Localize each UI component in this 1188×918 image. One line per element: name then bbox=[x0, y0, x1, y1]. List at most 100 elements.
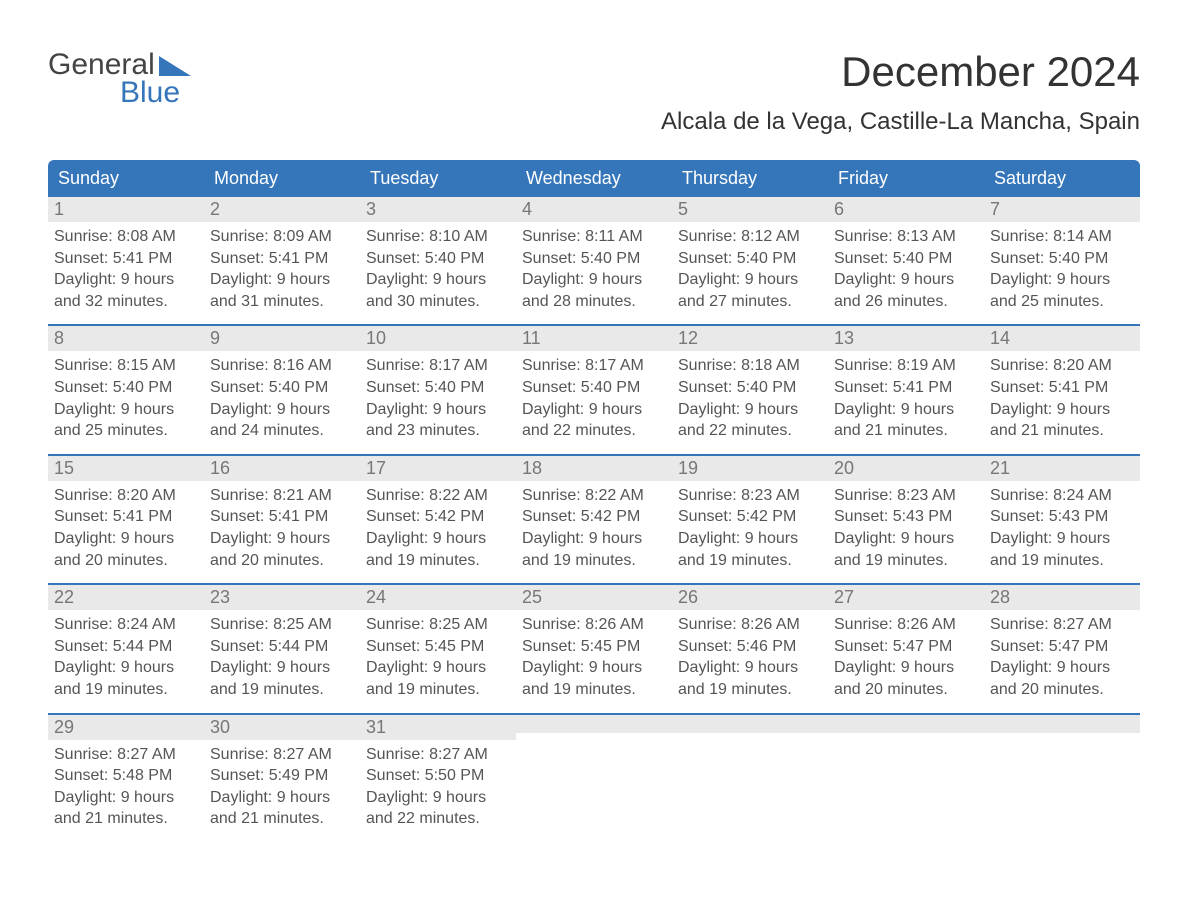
daylight-line: Daylight: 9 hours and 19 minutes. bbox=[366, 657, 510, 700]
sunrise-line: Sunrise: 8:20 AM bbox=[990, 355, 1134, 377]
day-body: Sunrise: 8:26 AMSunset: 5:45 PMDaylight:… bbox=[516, 610, 672, 712]
calendar-day-cell: 8Sunrise: 8:15 AMSunset: 5:40 PMDaylight… bbox=[48, 325, 204, 454]
sunset-line: Sunset: 5:40 PM bbox=[54, 377, 198, 399]
calendar-day-cell: 28Sunrise: 8:27 AMSunset: 5:47 PMDayligh… bbox=[984, 584, 1140, 713]
daylight-line: Daylight: 9 hours and 19 minutes. bbox=[210, 657, 354, 700]
daylight-line: Daylight: 9 hours and 21 minutes. bbox=[834, 399, 978, 442]
sunset-line: Sunset: 5:45 PM bbox=[366, 636, 510, 658]
calendar-week-row: 29Sunrise: 8:27 AMSunset: 5:48 PMDayligh… bbox=[48, 714, 1140, 842]
sunset-line: Sunset: 5:42 PM bbox=[678, 506, 822, 528]
sunrise-line: Sunrise: 8:10 AM bbox=[366, 226, 510, 248]
daylight-line: Daylight: 9 hours and 23 minutes. bbox=[366, 399, 510, 442]
day-number: 4 bbox=[516, 197, 672, 222]
day-number bbox=[516, 715, 672, 733]
logo-text-blue: Blue bbox=[120, 76, 180, 110]
day-number: 27 bbox=[828, 585, 984, 610]
sunset-line: Sunset: 5:40 PM bbox=[990, 248, 1134, 270]
page-title: December 2024 bbox=[661, 48, 1140, 96]
day-body: Sunrise: 8:17 AMSunset: 5:40 PMDaylight:… bbox=[516, 351, 672, 453]
day-body: Sunrise: 8:23 AMSunset: 5:42 PMDaylight:… bbox=[672, 481, 828, 583]
day-number: 12 bbox=[672, 326, 828, 351]
day-body: Sunrise: 8:11 AMSunset: 5:40 PMDaylight:… bbox=[516, 222, 672, 324]
sunset-line: Sunset: 5:40 PM bbox=[522, 377, 666, 399]
day-number: 25 bbox=[516, 585, 672, 610]
calendar-day-cell: 26Sunrise: 8:26 AMSunset: 5:46 PMDayligh… bbox=[672, 584, 828, 713]
day-body bbox=[828, 733, 984, 751]
day-body: Sunrise: 8:20 AMSunset: 5:41 PMDaylight:… bbox=[984, 351, 1140, 453]
day-number: 17 bbox=[360, 456, 516, 481]
daylight-line: Daylight: 9 hours and 25 minutes. bbox=[54, 399, 198, 442]
calendar-day-cell: 22Sunrise: 8:24 AMSunset: 5:44 PMDayligh… bbox=[48, 584, 204, 713]
sunset-line: Sunset: 5:40 PM bbox=[834, 248, 978, 270]
calendar-day-cell: 1Sunrise: 8:08 AMSunset: 5:41 PMDaylight… bbox=[48, 197, 204, 325]
daylight-line: Daylight: 9 hours and 32 minutes. bbox=[54, 269, 198, 312]
daylight-line: Daylight: 9 hours and 21 minutes. bbox=[210, 787, 354, 830]
weekday-header: Saturday bbox=[984, 160, 1140, 197]
day-body: Sunrise: 8:16 AMSunset: 5:40 PMDaylight:… bbox=[204, 351, 360, 453]
sunrise-line: Sunrise: 8:24 AM bbox=[990, 485, 1134, 507]
day-number: 23 bbox=[204, 585, 360, 610]
day-number bbox=[828, 715, 984, 733]
sunset-line: Sunset: 5:46 PM bbox=[678, 636, 822, 658]
day-number: 18 bbox=[516, 456, 672, 481]
weekday-header-row: Sunday Monday Tuesday Wednesday Thursday… bbox=[48, 160, 1140, 197]
sunset-line: Sunset: 5:47 PM bbox=[990, 636, 1134, 658]
day-body: Sunrise: 8:20 AMSunset: 5:41 PMDaylight:… bbox=[48, 481, 204, 583]
sunrise-line: Sunrise: 8:17 AM bbox=[366, 355, 510, 377]
sunset-line: Sunset: 5:47 PM bbox=[834, 636, 978, 658]
logo-triangle-icon bbox=[159, 56, 191, 76]
calendar-week-row: 22Sunrise: 8:24 AMSunset: 5:44 PMDayligh… bbox=[48, 584, 1140, 713]
sunrise-line: Sunrise: 8:27 AM bbox=[990, 614, 1134, 636]
page-header: General Blue December 2024 Alcala de la … bbox=[48, 48, 1140, 136]
sunset-line: Sunset: 5:40 PM bbox=[678, 377, 822, 399]
day-body: Sunrise: 8:22 AMSunset: 5:42 PMDaylight:… bbox=[516, 481, 672, 583]
day-body: Sunrise: 8:27 AMSunset: 5:48 PMDaylight:… bbox=[48, 740, 204, 842]
calendar-day-cell: 24Sunrise: 8:25 AMSunset: 5:45 PMDayligh… bbox=[360, 584, 516, 713]
sunset-line: Sunset: 5:44 PM bbox=[54, 636, 198, 658]
day-body: Sunrise: 8:25 AMSunset: 5:44 PMDaylight:… bbox=[204, 610, 360, 712]
day-number: 7 bbox=[984, 197, 1140, 222]
calendar-day-cell: 23Sunrise: 8:25 AMSunset: 5:44 PMDayligh… bbox=[204, 584, 360, 713]
sunset-line: Sunset: 5:42 PM bbox=[366, 506, 510, 528]
day-number: 31 bbox=[360, 715, 516, 740]
daylight-line: Daylight: 9 hours and 19 minutes. bbox=[834, 528, 978, 571]
calendar-day-cell: 7Sunrise: 8:14 AMSunset: 5:40 PMDaylight… bbox=[984, 197, 1140, 325]
sunrise-line: Sunrise: 8:22 AM bbox=[522, 485, 666, 507]
daylight-line: Daylight: 9 hours and 20 minutes. bbox=[210, 528, 354, 571]
weekday-header: Friday bbox=[828, 160, 984, 197]
daylight-line: Daylight: 9 hours and 31 minutes. bbox=[210, 269, 354, 312]
day-number: 10 bbox=[360, 326, 516, 351]
daylight-line: Daylight: 9 hours and 22 minutes. bbox=[366, 787, 510, 830]
calendar-day-cell: 25Sunrise: 8:26 AMSunset: 5:45 PMDayligh… bbox=[516, 584, 672, 713]
day-number bbox=[984, 715, 1140, 733]
day-number: 29 bbox=[48, 715, 204, 740]
sunset-line: Sunset: 5:48 PM bbox=[54, 765, 198, 787]
calendar-day-cell: 9Sunrise: 8:16 AMSunset: 5:40 PMDaylight… bbox=[204, 325, 360, 454]
calendar-day-cell bbox=[516, 714, 672, 842]
day-body: Sunrise: 8:26 AMSunset: 5:46 PMDaylight:… bbox=[672, 610, 828, 712]
daylight-line: Daylight: 9 hours and 30 minutes. bbox=[366, 269, 510, 312]
sunset-line: Sunset: 5:40 PM bbox=[366, 377, 510, 399]
sunrise-line: Sunrise: 8:23 AM bbox=[834, 485, 978, 507]
day-body: Sunrise: 8:24 AMSunset: 5:43 PMDaylight:… bbox=[984, 481, 1140, 583]
sunrise-line: Sunrise: 8:12 AM bbox=[678, 226, 822, 248]
sunrise-line: Sunrise: 8:17 AM bbox=[522, 355, 666, 377]
page-subtitle: Alcala de la Vega, Castille-La Mancha, S… bbox=[661, 108, 1140, 136]
sunrise-line: Sunrise: 8:18 AM bbox=[678, 355, 822, 377]
sunset-line: Sunset: 5:41 PM bbox=[834, 377, 978, 399]
day-number: 16 bbox=[204, 456, 360, 481]
calendar-day-cell bbox=[672, 714, 828, 842]
daylight-line: Daylight: 9 hours and 19 minutes. bbox=[522, 657, 666, 700]
daylight-line: Daylight: 9 hours and 21 minutes. bbox=[990, 399, 1134, 442]
sunrise-line: Sunrise: 8:26 AM bbox=[522, 614, 666, 636]
calendar-day-cell: 16Sunrise: 8:21 AMSunset: 5:41 PMDayligh… bbox=[204, 455, 360, 584]
logo: General Blue bbox=[48, 48, 191, 110]
day-body: Sunrise: 8:14 AMSunset: 5:40 PMDaylight:… bbox=[984, 222, 1140, 324]
sunrise-line: Sunrise: 8:11 AM bbox=[522, 226, 666, 248]
sunset-line: Sunset: 5:43 PM bbox=[990, 506, 1134, 528]
sunset-line: Sunset: 5:41 PM bbox=[54, 506, 198, 528]
calendar-day-cell: 15Sunrise: 8:20 AMSunset: 5:41 PMDayligh… bbox=[48, 455, 204, 584]
sunrise-line: Sunrise: 8:26 AM bbox=[834, 614, 978, 636]
calendar-day-cell: 17Sunrise: 8:22 AMSunset: 5:42 PMDayligh… bbox=[360, 455, 516, 584]
sunset-line: Sunset: 5:45 PM bbox=[522, 636, 666, 658]
